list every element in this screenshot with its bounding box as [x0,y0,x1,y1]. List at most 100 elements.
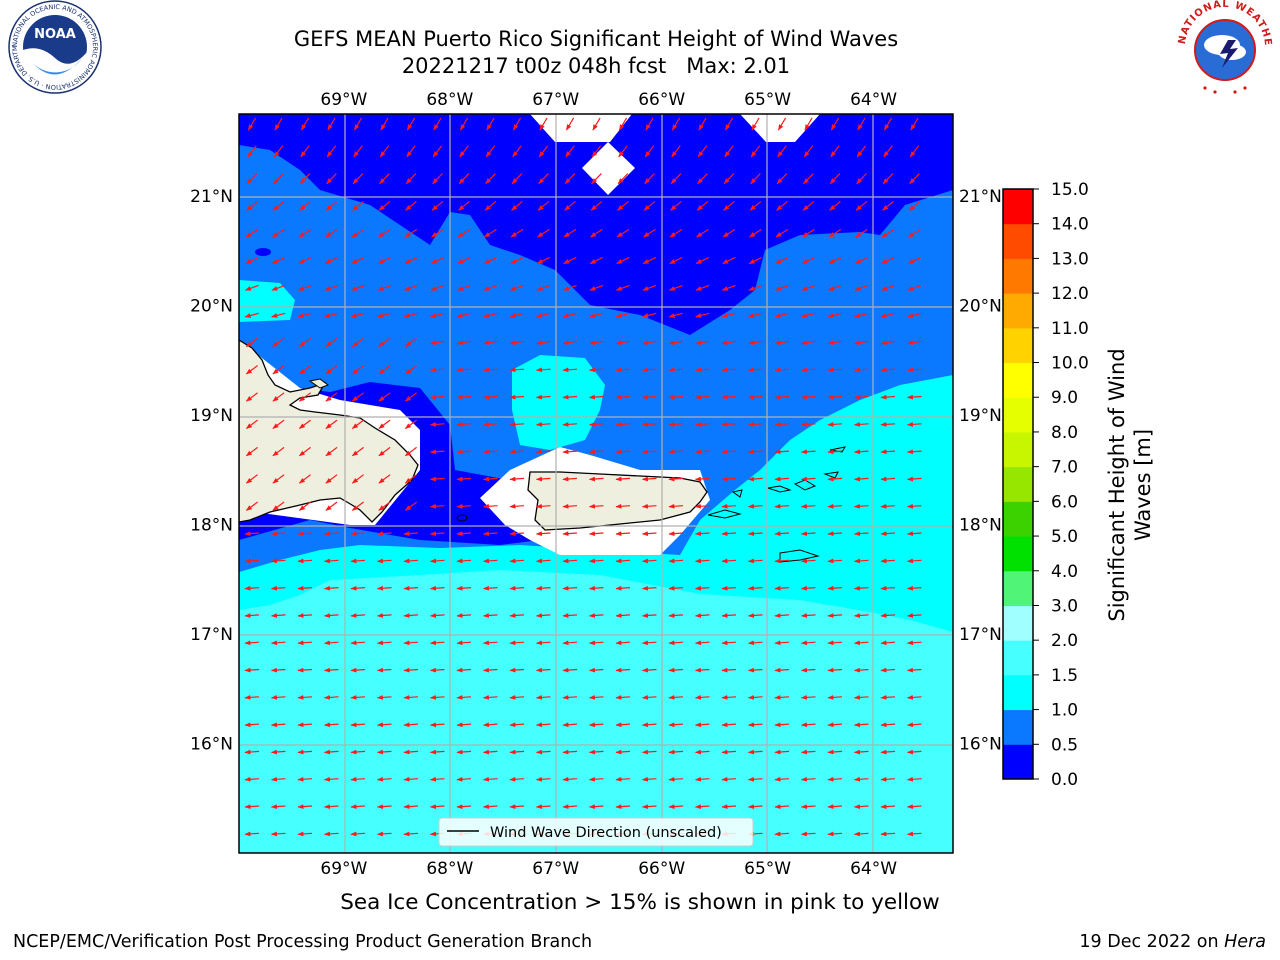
wave-direction-arrow [456,476,472,482]
wave-direction-arrow [323,749,339,755]
wave-direction-arrow [377,256,392,265]
wave-direction-arrow [562,312,577,318]
wave-direction-arrow [694,367,710,373]
wave-direction-arrow [270,695,286,700]
wave-direction-arrow [482,558,498,564]
wave-direction-arrow [827,422,843,427]
wave-direction-arrow [907,256,922,265]
wave-direction-arrow [880,312,895,318]
wave-direction-arrow [641,476,657,482]
wave-direction-arrow [429,449,445,455]
wave-direction-arrow [853,394,869,400]
wave-direction-arrow [588,804,604,810]
wave-direction-arrow [535,776,551,782]
wave-direction-arrow [853,449,869,455]
wave-direction-arrow [668,776,684,782]
wave-direction-arrow [827,776,843,782]
wave-direction-arrow [509,695,525,700]
colorbar-segment [1003,570,1033,606]
wave-direction-arrow [721,312,736,318]
wave-direction-arrow [853,804,869,810]
wave-direction-arrow [907,312,922,318]
wave-direction-arrow [429,422,445,427]
wave-direction-arrow [536,284,551,291]
wave-direction-arrow [615,776,631,782]
lon-tick-top: 69°W [320,90,367,110]
wave-direction-arrow [643,200,656,211]
wave-direction-arrow [668,585,684,591]
wave-direction-arrow [880,722,896,728]
wave-direction-arrow [377,284,392,291]
wave-direction-arrow [535,749,551,755]
wave-direction-arrow [641,749,657,755]
wave-direction-arrow [323,831,339,837]
wave-direction-arrow [774,367,790,373]
wave-direction-arrow [244,776,260,782]
wave-direction-arrow [297,804,313,810]
wave-direction-arrow [722,228,736,238]
wave-direction-arrow [350,831,366,837]
wave-direction-arrow [484,200,497,211]
wave-direction-arrow [562,449,578,455]
wave-direction-arrow [509,394,525,400]
wave-direction-arrow [535,613,551,618]
wave-direction-arrow [827,722,843,728]
wave-direction-arrow [694,749,710,755]
wave-direction-arrow [747,449,763,455]
wave-direction-arrow [456,422,472,427]
wave-direction-arrow [644,145,655,158]
wave-direction-arrow [853,558,869,564]
wave-direction-arrow [906,695,922,700]
wave-direction-arrow [721,340,737,346]
wave-direction-arrow [482,749,498,755]
wave-direction-arrow [827,613,843,618]
wave-direction-arrow [697,173,708,185]
wave-direction-arrow [694,422,710,427]
wave-direction-arrow [482,503,498,509]
wave-direction-arrow [641,503,657,509]
wave-direction-arrow [827,558,843,564]
wave-direction-arrow [509,476,525,482]
wave-direction-arrow [615,476,631,482]
wave-direction-arrow [298,446,311,457]
colorbar-segment [1003,501,1033,537]
lon-tick-bottom: 64°W [850,859,897,879]
wave-direction-arrow [378,392,391,402]
wave-direction-arrow [588,776,604,782]
wave-direction-arrow [880,531,896,537]
wave-direction-arrow [909,173,920,185]
wave-direction-arrow [827,367,843,373]
wave-direction-arrow [432,145,443,158]
wave-zone-0.0-0.5-spot [255,248,271,256]
wave-direction-arrow [270,558,286,564]
wave-direction-arrow [907,340,922,346]
wave-direction-arrow [642,256,657,265]
wave-direction-arrow [350,749,366,755]
wave-direction-arrow [244,695,260,700]
wave-direction-arrow [244,804,260,810]
wave-direction-arrow [829,173,841,185]
wave-direction-arrow [404,256,418,265]
wave-direction-arrow [906,476,922,482]
wave-direction-arrow [774,284,789,291]
wave-direction-arrow [323,613,339,618]
wave-direction-arrow [562,422,578,427]
wave-direction-arrow [615,367,631,373]
wave-direction-arrow [588,503,604,509]
wave-direction-arrow [378,501,391,511]
wave-direction-arrow [856,173,867,185]
wave-direction-arrow [538,145,549,158]
wave-direction-arrow [880,749,896,755]
wave-direction-arrow [616,228,630,238]
wave-direction-arrow [538,173,549,185]
wave-direction-arrow [244,312,259,318]
wave-direction-arrow [456,667,472,673]
wave-direction-arrow [297,695,313,700]
wave-direction-arrow [588,613,604,618]
wave-direction-arrow [853,503,869,509]
colorbar-tick-label: 5.0 [1051,527,1078,547]
land-mona [456,514,468,522]
wave-direction-arrow [906,749,922,755]
wave-direction-arrow [723,173,735,185]
wave-direction-arrow [906,449,922,455]
